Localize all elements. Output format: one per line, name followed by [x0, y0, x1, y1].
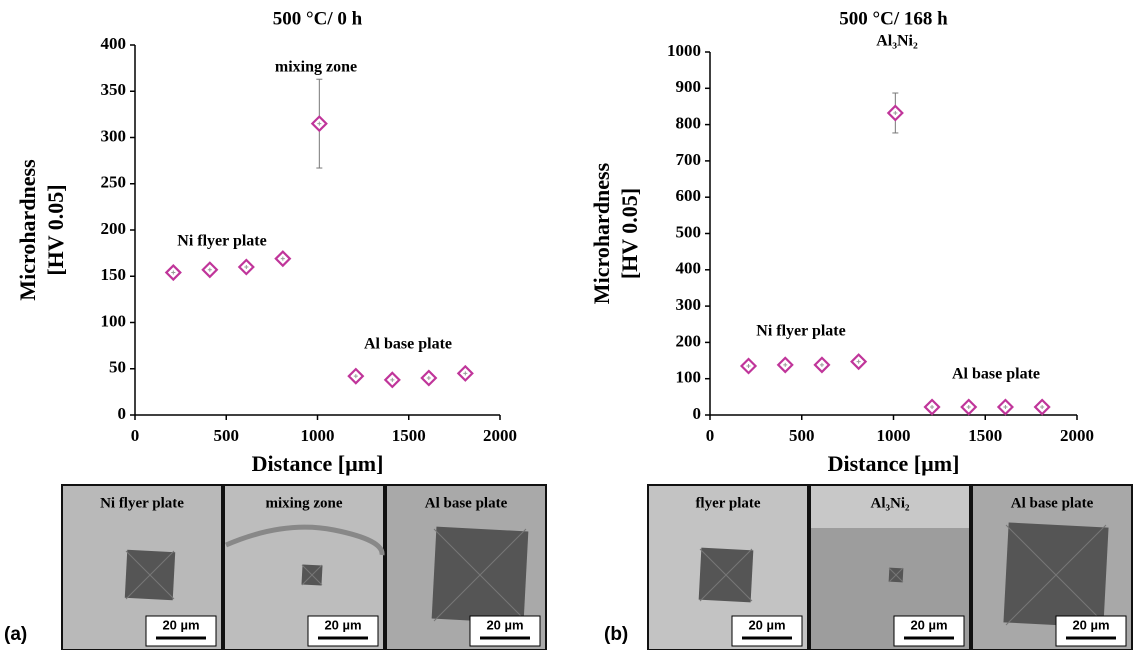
micrograph-caption: Al₃Ni₂	[871, 495, 910, 511]
point-cross	[783, 362, 788, 367]
y-axis-label: [HV 0.05]	[617, 188, 642, 279]
panel-label: (b)	[604, 624, 628, 645]
chart-title: 500 °C/ 168 h	[839, 8, 948, 29]
x-tick-label: 2000	[1060, 426, 1094, 445]
micrograph-caption: flyer plate	[695, 495, 760, 511]
y-axis-label: Microhardness	[15, 159, 40, 301]
point-cross	[207, 267, 212, 272]
scale-bar-box	[145, 615, 217, 647]
y-tick-label: 50	[109, 358, 126, 377]
chart-title: 500 °C/ 0 h	[273, 8, 363, 29]
annotation: mixing zone	[275, 59, 357, 76]
y-tick-label: 150	[101, 265, 127, 284]
point-cross	[930, 405, 935, 410]
y-tick-label: 700	[676, 150, 702, 169]
scale-bar-box	[1055, 615, 1127, 647]
y-tick-label: 1000	[667, 41, 701, 60]
indent-diagonals	[433, 528, 527, 622]
scale-bar-label: 20 µm	[1072, 617, 1109, 632]
interface	[225, 524, 385, 556]
x-tick-label: 0	[131, 426, 140, 445]
y-tick-label: 500	[676, 222, 702, 241]
y-tick-label: 800	[676, 114, 702, 133]
y-tick-label: 200	[101, 219, 127, 238]
annotation: Al base plate	[952, 366, 1040, 383]
y-tick-label: 900	[676, 77, 702, 96]
scale-bar-label: 20 µm	[910, 617, 947, 632]
y-tick-label: 0	[693, 404, 702, 423]
point-cross	[746, 363, 751, 368]
annotation: Ni flyer plate	[177, 233, 266, 250]
x-tick-label: 500	[214, 426, 240, 445]
y-tick-label: 100	[676, 368, 702, 387]
indent-diagonals	[301, 564, 323, 586]
point-cross	[353, 374, 358, 379]
point-cross	[426, 376, 431, 380]
point-cross	[966, 405, 971, 410]
micrograph-caption: mixing zone	[265, 495, 342, 511]
indent-diagonals	[699, 548, 753, 602]
y-tick-label: 400	[676, 259, 702, 278]
point-cross	[280, 256, 285, 261]
point-cross	[463, 371, 468, 376]
annotation: Al₃Ni₂	[876, 33, 918, 50]
indent-diagonals	[1005, 524, 1107, 626]
phase-region	[811, 486, 969, 528]
y-tick-label: 0	[118, 404, 127, 423]
micrograph-caption: Al base plate	[425, 495, 508, 511]
annotation: Ni flyer plate	[756, 323, 845, 340]
point-cross	[244, 265, 249, 269]
scale-bar-label: 20 µm	[324, 617, 361, 632]
x-tick-label: 500	[789, 426, 815, 445]
y-tick-label: 400	[101, 34, 127, 53]
annotation: Al base plate	[364, 336, 452, 353]
x-tick-label: 1000	[301, 426, 335, 445]
x-tick-label: 2000	[483, 426, 517, 445]
panel-label: (a)	[4, 624, 27, 645]
x-tick-label: 1500	[968, 426, 1002, 445]
y-axis-label: [HV 0.05]	[43, 184, 68, 275]
y-axis-label: Microhardness	[589, 162, 614, 304]
y-tick-label: 300	[676, 295, 702, 314]
scale-bar-label: 20 µm	[162, 617, 199, 632]
y-tick-label: 100	[101, 311, 127, 330]
y-tick-label: 250	[101, 173, 127, 192]
point-cross	[893, 110, 898, 115]
point-cross	[390, 377, 395, 382]
y-tick-label: 200	[676, 331, 702, 350]
indent-diagonals	[125, 550, 175, 600]
point-cross	[819, 362, 824, 367]
point-cross	[171, 270, 176, 275]
scale-bar-box	[731, 615, 803, 647]
x-axis-label: Distance [µm]	[828, 451, 960, 476]
point-cross	[1040, 405, 1045, 410]
x-tick-label: 1500	[392, 426, 426, 445]
x-axis-label: Distance [µm]	[252, 451, 384, 476]
point-cross	[856, 359, 861, 364]
x-tick-label: 1000	[877, 426, 911, 445]
scale-bar-label: 20 µm	[486, 617, 523, 632]
y-tick-label: 600	[676, 186, 702, 205]
scale-bar-box	[469, 615, 541, 647]
x-tick-label: 0	[706, 426, 715, 445]
scale-bar-label: 20 µm	[748, 617, 785, 632]
point-cross	[317, 121, 322, 126]
y-tick-label: 350	[101, 80, 127, 99]
micrograph-caption: Ni flyer plate	[100, 495, 184, 511]
point-cross	[1003, 405, 1008, 410]
y-tick-label: 300	[101, 126, 127, 145]
scale-bar-box	[307, 615, 379, 647]
scale-bar-box	[893, 615, 965, 647]
micrograph-caption: Al base plate	[1011, 495, 1094, 511]
indent-diagonals	[888, 567, 904, 583]
